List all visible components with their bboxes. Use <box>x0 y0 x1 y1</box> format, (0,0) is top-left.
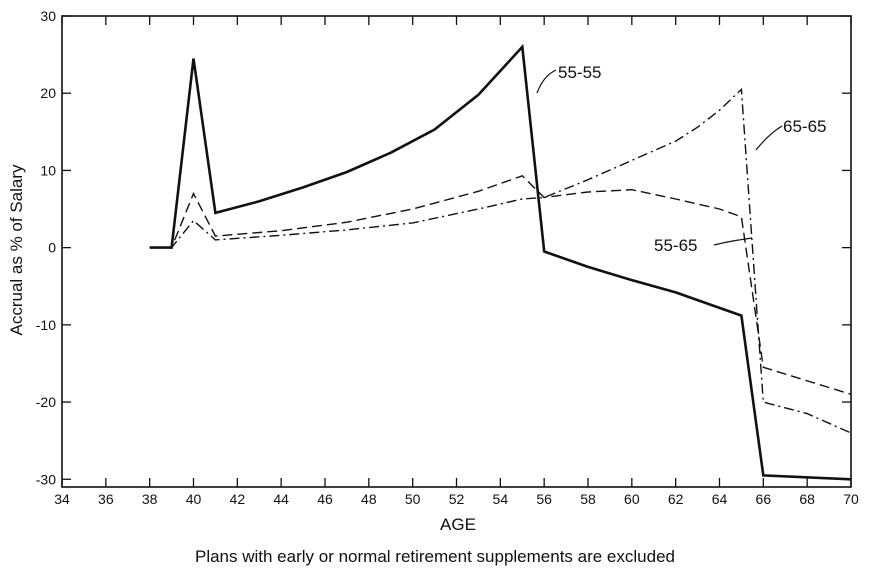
x-tick-label: 56 <box>536 491 552 507</box>
y-tick-label: -20 <box>36 394 56 410</box>
chart-caption: Plans with early or normal retirement su… <box>194 547 675 566</box>
x-tick-label: 66 <box>756 491 772 507</box>
y-tick-label: 0 <box>48 240 56 256</box>
x-axis-title: AGE <box>440 515 476 534</box>
series-lines <box>149 43 852 481</box>
series-line-55-55 <box>149 43 852 481</box>
x-tick-label: 52 <box>449 491 465 507</box>
x-tick-label: 34 <box>54 491 70 507</box>
x-tick-label: 60 <box>624 491 640 507</box>
series-line-55-65 <box>149 174 852 395</box>
x-tick-label: 64 <box>712 491 728 507</box>
leader-65-65 <box>755 125 783 151</box>
y-tick-label: -30 <box>36 471 56 487</box>
x-tick-label: 54 <box>493 491 509 507</box>
y-tick-label: -10 <box>36 317 56 333</box>
y-axis-title: Accrual as % of Salary <box>7 164 26 336</box>
x-tick-label: 44 <box>273 491 289 507</box>
leader-55-55 <box>536 69 557 94</box>
x-tick-label: 36 <box>98 491 114 507</box>
label-55-65: 55-65 <box>654 236 753 255</box>
series-line-65-65 <box>149 87 852 434</box>
y-tick-label: 20 <box>40 85 56 101</box>
x-tick-label: 70 <box>843 491 859 507</box>
leader-55-65 <box>713 237 753 246</box>
series-label-55-55: 55-55 <box>558 63 601 82</box>
x-tick-label: 48 <box>361 491 377 507</box>
x-tick-label: 46 <box>317 491 333 507</box>
x-tick-label: 38 <box>142 491 158 507</box>
x-tick-label: 50 <box>405 491 421 507</box>
y-tick-label: 30 <box>40 8 56 24</box>
axis-ticks: 34 36 38 40 42 44 46 48 50 52 54 56 58 60 62 64 66 68 70 30… <box>36 8 859 507</box>
x-tick-label: 42 <box>230 491 246 507</box>
label-55-55: 55-55 <box>536 63 601 94</box>
x-tick-label: 62 <box>668 491 684 507</box>
y-tick-label: 10 <box>40 162 56 178</box>
x-tick-label: 40 <box>186 491 202 507</box>
plot-frame <box>61 15 852 488</box>
label-65-65: 65-65 <box>755 117 826 151</box>
x-tick-label: 68 <box>799 491 815 507</box>
series-label-55-65: 55-65 <box>654 236 697 255</box>
x-tick-label: 58 <box>580 491 596 507</box>
series-label-65-65: 65-65 <box>783 117 826 136</box>
